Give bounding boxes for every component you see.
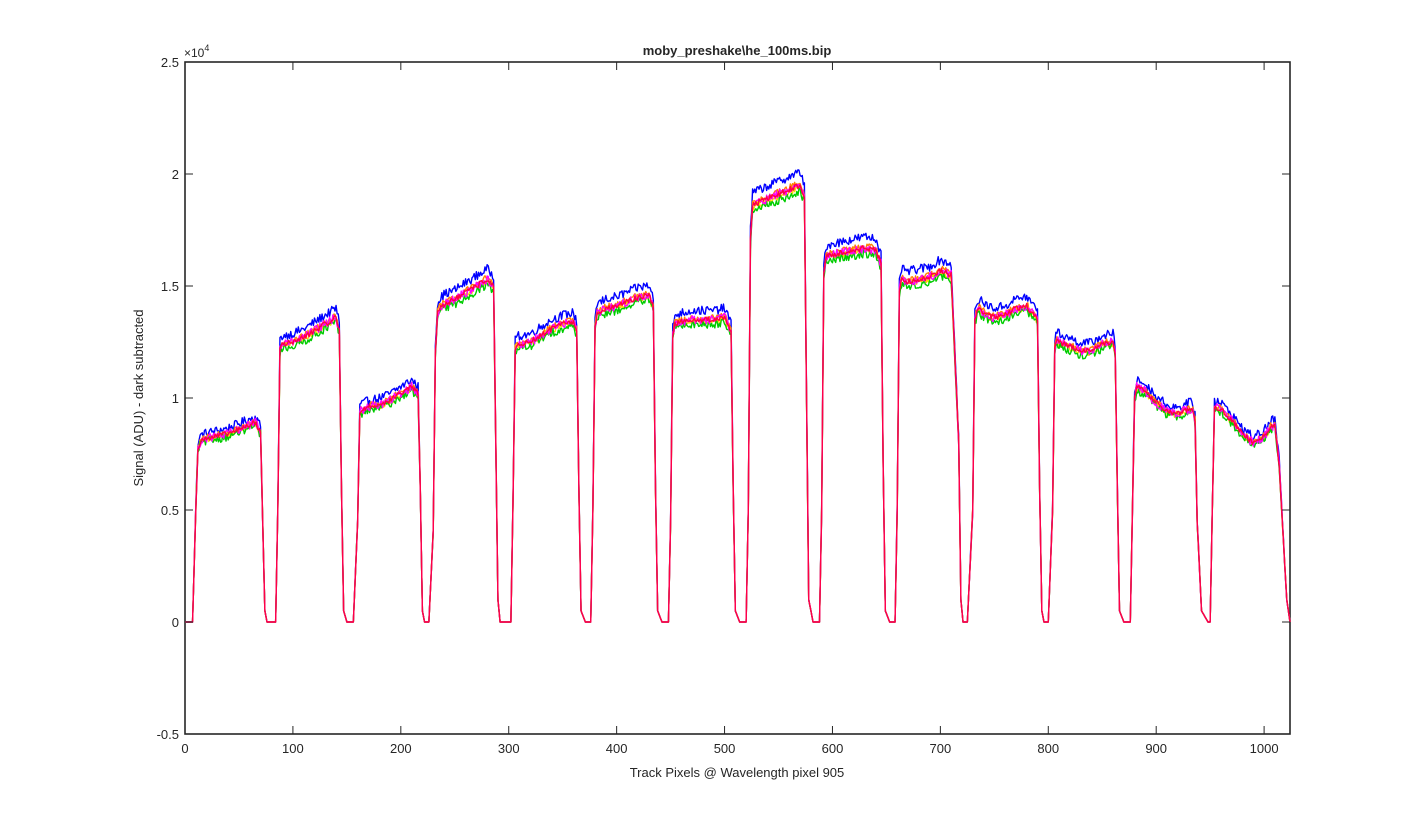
y-tick-label: 0: [172, 615, 179, 630]
y-axis-label: Signal (ADU) - dark subtracted: [131, 309, 146, 486]
y-exponent-power: 4: [204, 43, 209, 53]
x-tick-label: 200: [390, 741, 412, 756]
series-layer: [185, 169, 1291, 623]
x-axis-label: Track Pixels @ Wavelength pixel 905: [630, 765, 845, 780]
chart-title: moby_preshake\he_100ms.bip: [643, 43, 832, 58]
series-line-6: [185, 183, 1291, 623]
tick-layer: 0 100 200 300 400 500 600 700 800 900 1000-0.500.5…: [157, 55, 1290, 756]
y-tick-label: 2.5: [161, 55, 179, 70]
x-tick-label: 300: [498, 741, 520, 756]
x-tick-label: 600: [822, 741, 844, 756]
x-tick-label: 400: [606, 741, 628, 756]
y-tick-label: -0.5: [157, 727, 179, 742]
x-tick-label: 800: [1037, 741, 1059, 756]
x-tick-label: 900: [1145, 741, 1167, 756]
x-tick-label: 500: [714, 741, 736, 756]
y-tick-label: 1: [172, 391, 179, 406]
y-tick-label: 0.5: [161, 503, 179, 518]
y-exponent-base: ×10: [184, 46, 205, 60]
y-tick-label: 1.5: [161, 279, 179, 294]
x-tick-label: 100: [282, 741, 304, 756]
x-tick-label: 1000: [1250, 741, 1279, 756]
plot-area: [184, 61, 1291, 735]
y-tick-label: 2: [172, 167, 179, 182]
x-tick-label: 0: [181, 741, 188, 756]
x-tick-label: 700: [930, 741, 952, 756]
y-exponent-label: ×104: [184, 43, 209, 60]
